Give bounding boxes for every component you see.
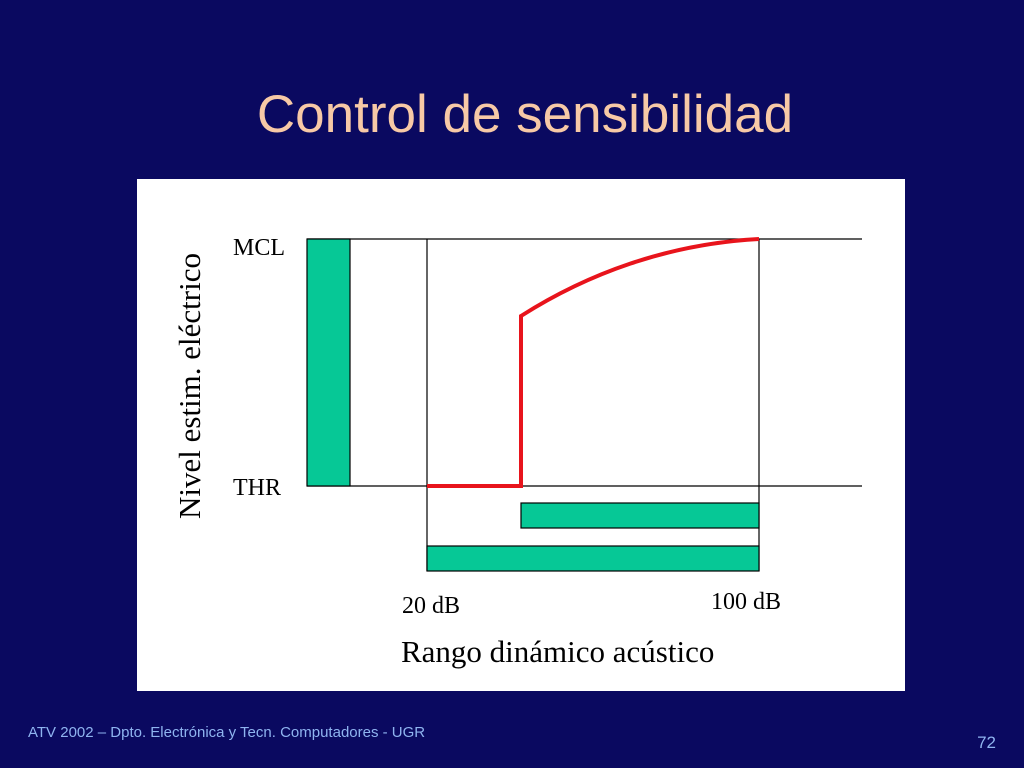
sensitivity-diagram: MCL THR 20 dB 100 dB Rango dinámico acús…: [172, 235, 862, 669]
footer-text: ATV 2002 – Dpto. Electrónica y Tecn. Com…: [28, 724, 426, 741]
thr-label: THR: [233, 475, 281, 501]
diagram-panel: MCL THR 20 dB 100 dB Rango dinámico acús…: [137, 179, 905, 691]
page-number: 72: [977, 733, 996, 752]
slide-title: Control de sensibilidad: [256, 85, 794, 144]
x-axis-label: Rango dinámico acústico: [401, 634, 714, 669]
full-acoustic-range-bar: [426, 545, 760, 572]
reduced-acoustic-range-bar: [520, 502, 760, 529]
mapping-curve: [427, 237, 760, 488]
y-axis-label: Nivel estim. eléctrico: [172, 253, 207, 519]
x-low-label: 20 dB: [402, 593, 460, 619]
electric-range-bar: [306, 238, 351, 487]
x-high-label: 100 dB: [711, 589, 781, 615]
mcl-label: MCL: [233, 235, 285, 261]
